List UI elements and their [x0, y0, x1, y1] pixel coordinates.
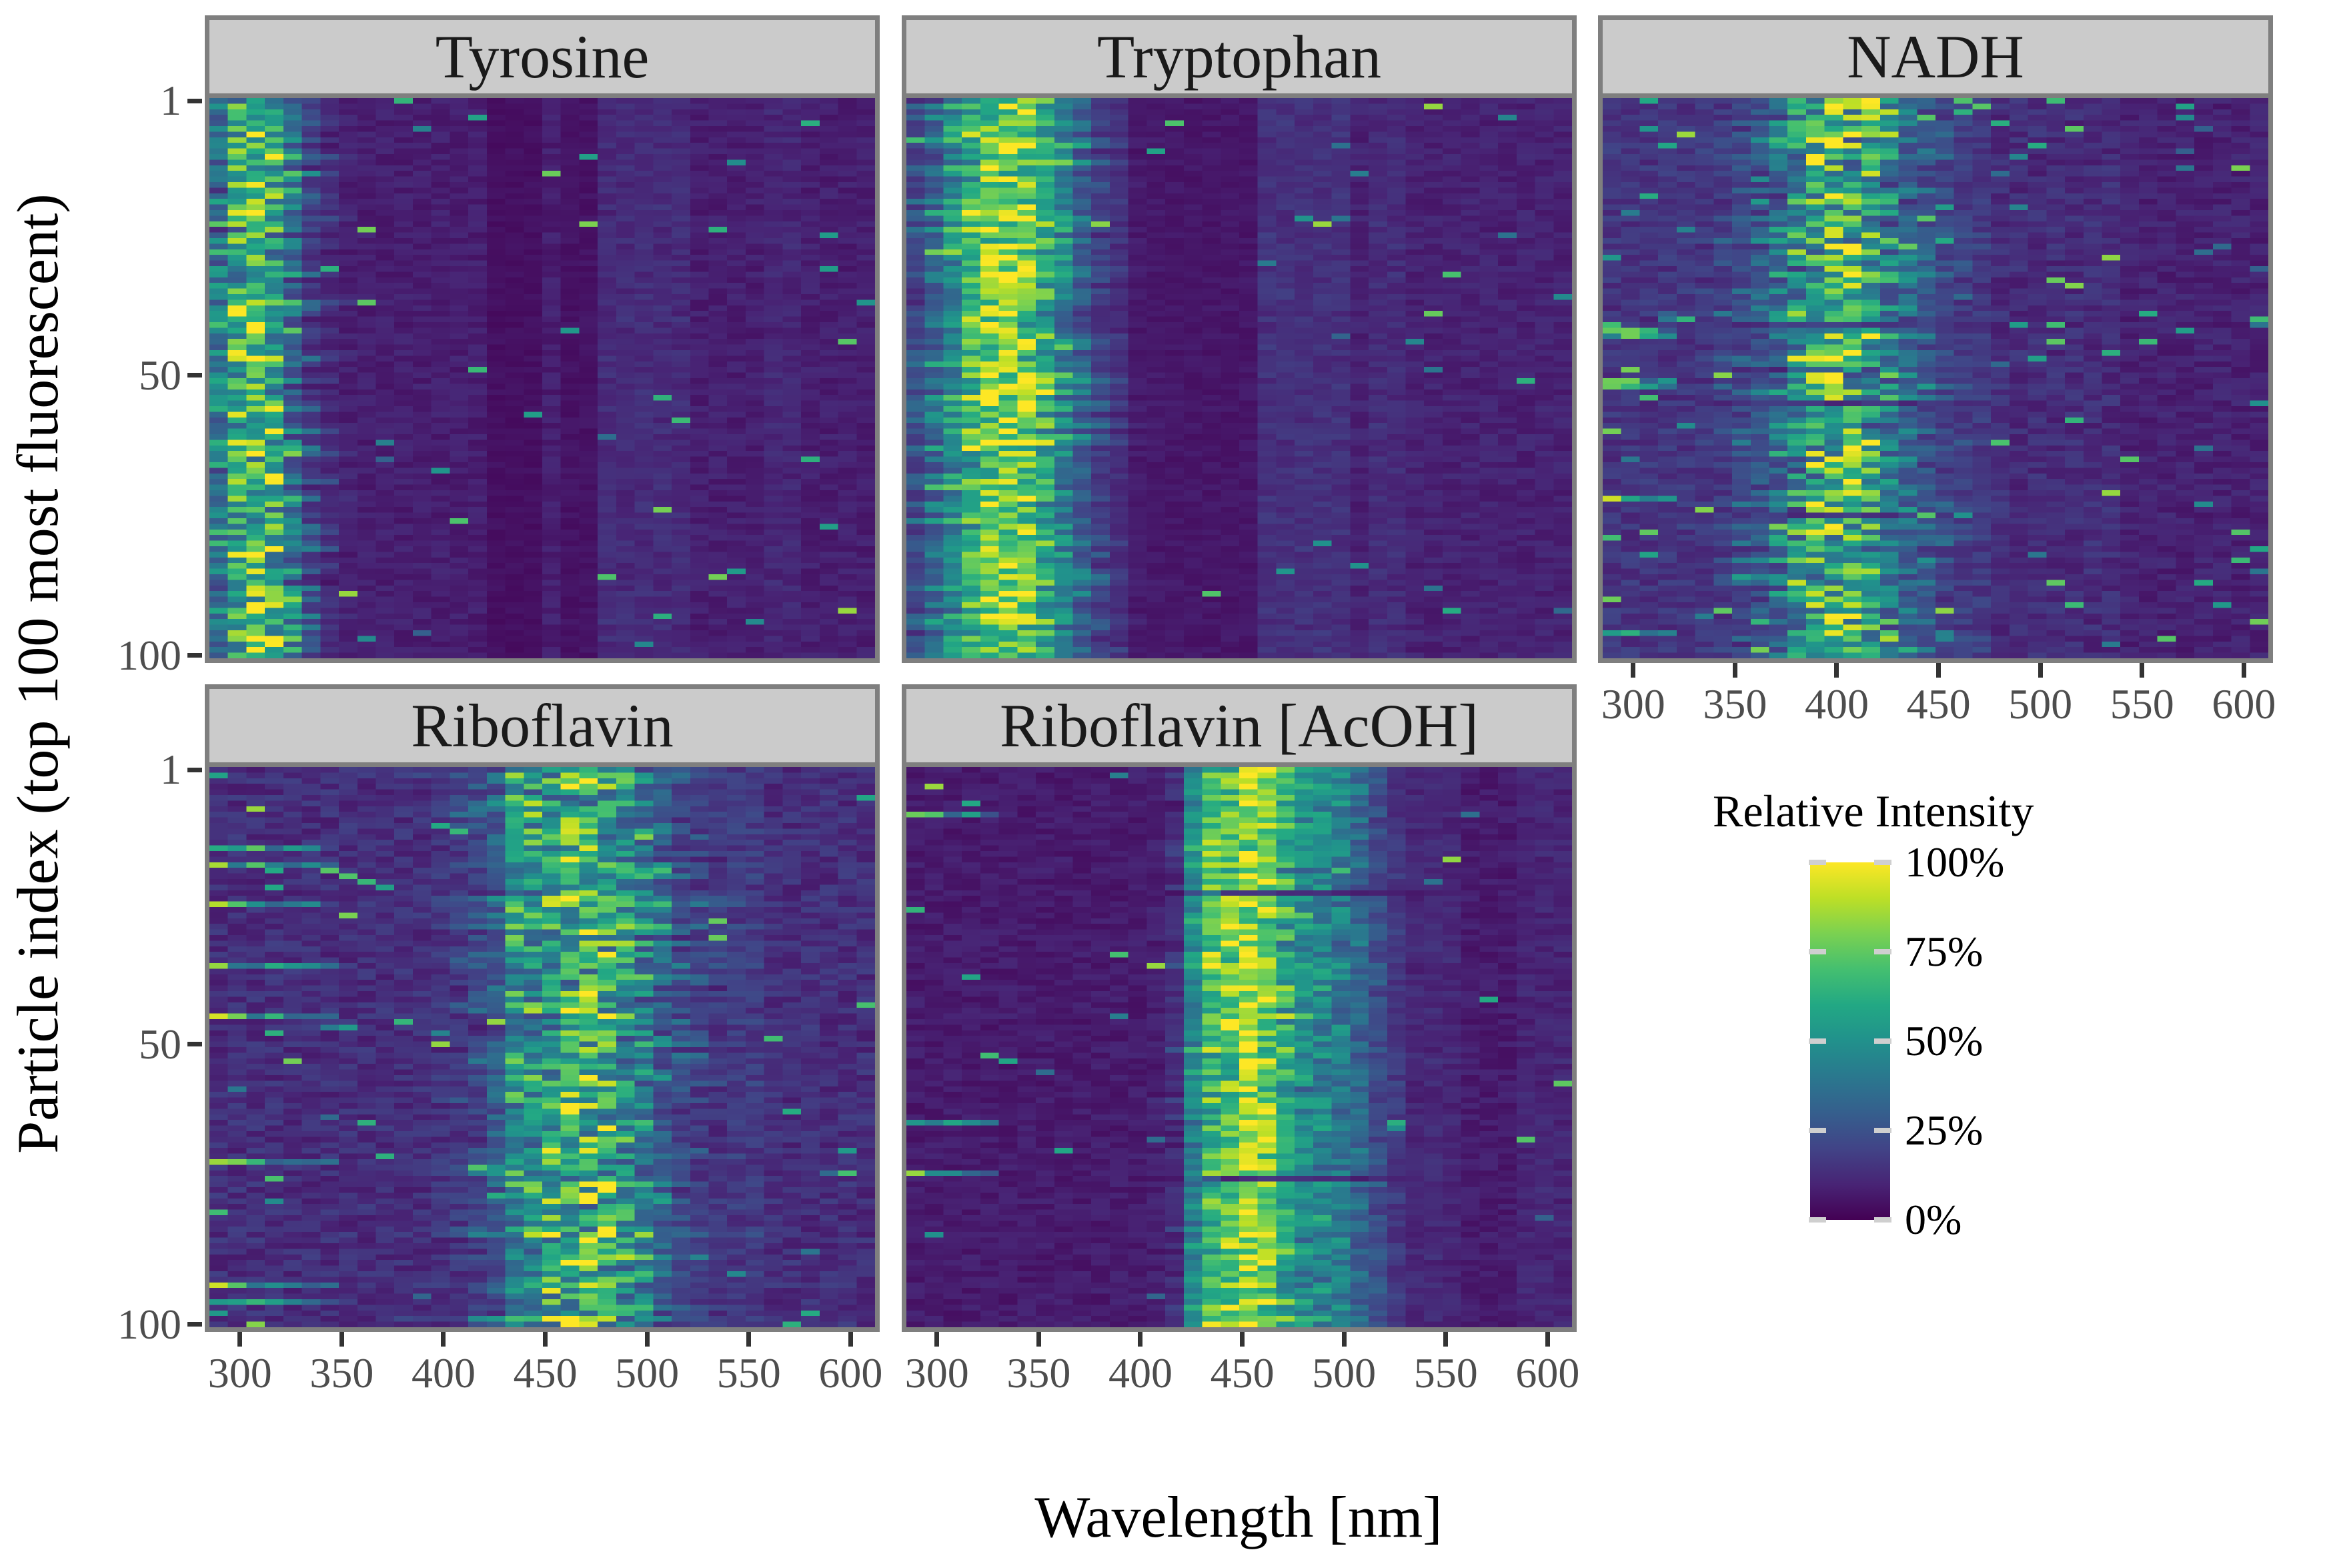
x-tick-label: 500: [615, 1349, 680, 1397]
heatmap-canvas-riboflavin: [209, 767, 875, 1327]
heatmap-frame: [205, 98, 880, 663]
legend-tick-mark: [1874, 1217, 1891, 1223]
heatmap-canvas-tryptophan: [906, 98, 1572, 658]
facet-strip-title: Riboflavin: [411, 692, 674, 760]
x-tick-mark: [441, 1332, 446, 1347]
legend-tick-mark: [1809, 1038, 1826, 1044]
y-tick-label: 100: [117, 631, 181, 679]
x-tick-label: 400: [411, 1349, 476, 1397]
x-tick-mark: [2241, 663, 2246, 678]
panel-riboflavin-acoh: Riboflavin [AcOH]: [902, 684, 1577, 1332]
x-tick-label: 450: [1906, 680, 1971, 728]
x-tick-label: 300: [1601, 680, 1665, 728]
legend-tick-mark: [1809, 949, 1826, 954]
x-tick-label: 500: [1312, 1349, 1377, 1397]
x-tick-mark: [1936, 663, 1941, 678]
heatmap-frame: [902, 767, 1577, 1332]
legend-tick-mark: [1874, 1128, 1891, 1133]
x-tick-mark: [934, 1332, 940, 1347]
x-tick-mark: [2038, 663, 2043, 678]
y-tick-mark: [187, 767, 202, 772]
facet-strip-title: Tryptophan: [1097, 23, 1381, 91]
x-tick-label: 450: [513, 1349, 578, 1397]
x-tick-mark: [644, 1332, 650, 1347]
facet-strip-title: Tyrosine: [435, 23, 650, 91]
y-tick-mark: [187, 653, 202, 658]
legend-title: Relative Intensity: [1713, 786, 2034, 836]
x-tick-mark: [848, 1332, 853, 1347]
x-tick-mark: [1138, 1332, 1143, 1347]
x-tick-label: 300: [207, 1349, 272, 1397]
x-tick-mark: [1631, 663, 1636, 678]
legend-tick-mark: [1874, 949, 1891, 954]
x-tick-label: 400: [1108, 1349, 1173, 1397]
x-axis-title: Wavelength [nm]: [1034, 1485, 1443, 1550]
legend-tick-label: 100%: [1905, 838, 2005, 886]
facet-strip: NADH: [1598, 15, 2273, 98]
heatmap-canvas-nadh: [1603, 98, 2268, 658]
x-tick-mark: [1732, 663, 1737, 678]
x-tick-mark: [1341, 1332, 1347, 1347]
x-tick-label: 300: [904, 1349, 969, 1397]
x-tick-mark: [746, 1332, 752, 1347]
y-tick-label: 1: [160, 746, 181, 794]
x-tick-label: 600: [1515, 1349, 1580, 1397]
heatmap-frame: [1598, 98, 2273, 663]
y-tick-mark: [187, 98, 202, 103]
panel-riboflavin: Riboflavin: [205, 684, 880, 1332]
legend-tick-label: 0%: [1905, 1196, 1962, 1243]
y-tick-mark: [187, 1322, 202, 1327]
y-tick-label: 1: [160, 77, 181, 125]
y-tick-mark: [187, 1042, 202, 1047]
y-axis-title: Particle index (top 100 most fluorescent…: [6, 193, 71, 1154]
heatmap-frame: [205, 767, 880, 1332]
heatmap-canvas-tyrosine: [209, 98, 875, 658]
legend-tick-label: 50%: [1905, 1017, 1984, 1064]
facet-strip: Tyrosine: [205, 15, 880, 98]
legend-tick-mark: [1809, 1217, 1826, 1223]
x-tick-mark: [2140, 663, 2145, 678]
x-tick-mark: [1036, 1332, 1041, 1347]
x-tick-mark: [1443, 1332, 1449, 1347]
y-tick-label: 50: [139, 1020, 181, 1068]
x-tick-label: 550: [1413, 1349, 1478, 1397]
x-tick-label: 600: [2212, 680, 2276, 728]
legend-tick-mark: [1874, 860, 1891, 865]
x-tick-label: 400: [1804, 680, 1869, 728]
legend-tick-label: 25%: [1905, 1106, 1984, 1154]
x-tick-label: 350: [309, 1349, 374, 1397]
x-tick-label: 600: [818, 1349, 883, 1397]
y-tick-label: 50: [139, 351, 181, 399]
panel-tryptophan: Tryptophan: [902, 15, 1577, 663]
x-tick-label: 550: [716, 1349, 781, 1397]
facet-strip: Riboflavin [AcOH]: [902, 684, 1577, 767]
facet-strip: Tryptophan: [902, 15, 1577, 98]
x-tick-label: 350: [1006, 1349, 1071, 1397]
x-tick-label: 350: [1703, 680, 1767, 728]
y-tick-label: 100: [117, 1300, 181, 1348]
heatmap-frame: [902, 98, 1577, 663]
y-tick-mark: [187, 373, 202, 378]
x-tick-mark: [1545, 1332, 1550, 1347]
legend-tick-mark: [1809, 1128, 1826, 1133]
legend-tick-mark: [1809, 860, 1826, 865]
facet-strip: Riboflavin: [205, 684, 880, 767]
x-tick-mark: [339, 1332, 344, 1347]
panel-tyrosine: Tyrosine: [205, 15, 880, 663]
facet-strip-title: NADH: [1847, 23, 2024, 91]
panel-nadh: NADH: [1598, 15, 2273, 663]
legend-tick-label: 75%: [1905, 928, 1984, 975]
legend-tick-mark: [1874, 1038, 1891, 1044]
x-tick-label: 550: [2110, 680, 2174, 728]
x-tick-mark: [237, 1332, 243, 1347]
x-tick-mark: [1240, 1332, 1245, 1347]
x-tick-mark: [1834, 663, 1839, 678]
x-tick-label: 500: [2008, 680, 2073, 728]
x-tick-mark: [543, 1332, 548, 1347]
facet-strip-title: Riboflavin [AcOH]: [1000, 692, 1479, 760]
heatmap-canvas-riboflavin-acoh: [906, 767, 1572, 1327]
x-tick-label: 450: [1210, 1349, 1275, 1397]
